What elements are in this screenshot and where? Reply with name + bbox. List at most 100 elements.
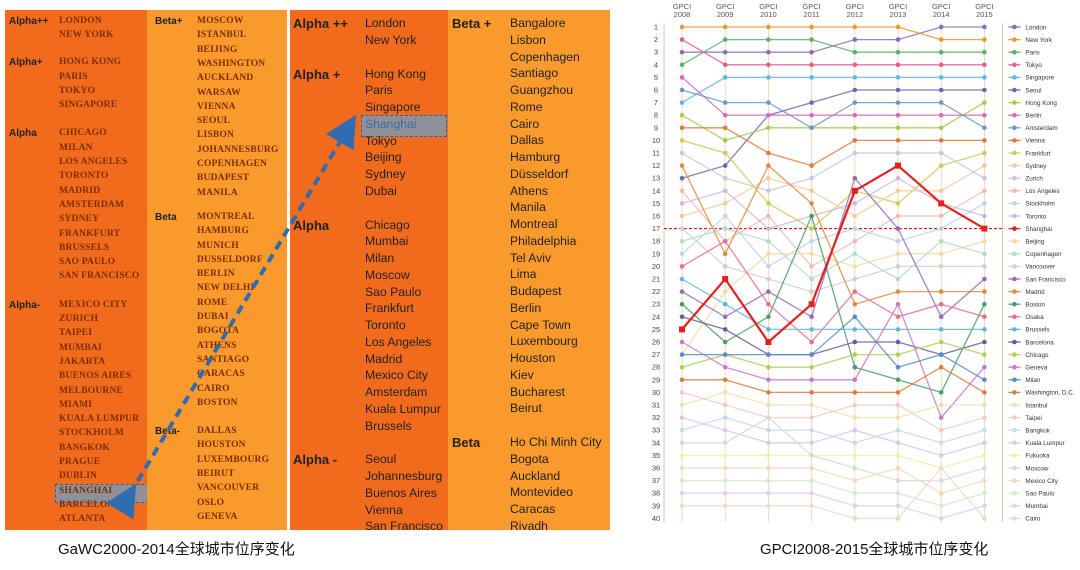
legend-swatch — [1012, 339, 1017, 345]
y-tick-label: 21 — [652, 275, 660, 284]
category-label-line: 2014 — [933, 10, 950, 19]
city-name: NEW YORK — [59, 30, 114, 41]
data-point — [679, 326, 685, 333]
data-point — [766, 327, 771, 332]
data-point — [852, 352, 858, 357]
data-point — [679, 377, 685, 383]
data-point — [895, 314, 901, 320]
data-point — [895, 188, 901, 194]
data-point — [982, 516, 987, 521]
data-point — [679, 24, 685, 30]
data-point — [852, 276, 858, 282]
data-point — [766, 24, 771, 30]
y-tick-label: 4 — [654, 60, 658, 69]
city-name: MANILA — [197, 187, 238, 198]
city-name: BEIRUT — [197, 469, 235, 479]
data-point — [852, 503, 858, 509]
series-line — [682, 416, 985, 482]
data-point — [982, 276, 987, 282]
data-point — [766, 251, 771, 257]
legend-label: Sao Paulo — [1025, 491, 1055, 498]
city-name: Amsterdam — [365, 385, 428, 399]
legend-label: Madrid — [1025, 289, 1045, 296]
data-point — [982, 150, 987, 156]
legend-swatch — [1012, 264, 1017, 269]
city-name: ATHENS — [197, 340, 237, 351]
data-point — [766, 314, 771, 320]
data-point — [722, 238, 728, 244]
data-point — [895, 75, 901, 80]
shanghai-highlight — [361, 114, 447, 137]
city-name: PRAGUE — [59, 457, 101, 467]
legend-label: Zurich — [1025, 176, 1043, 183]
city-name: Riyadh — [510, 518, 548, 530]
city-name: BERLIN — [197, 269, 235, 280]
data-point — [722, 112, 728, 118]
data-point — [722, 465, 728, 471]
category-label-line: GPCI — [673, 2, 691, 11]
data-point — [722, 289, 728, 294]
data-point — [895, 327, 901, 332]
data-point — [938, 453, 944, 458]
data-point — [722, 427, 728, 433]
data-point — [766, 213, 771, 219]
city-name: VANCOUVER — [197, 483, 260, 494]
city-name: COPENHAGEN — [197, 159, 268, 169]
data-point — [722, 390, 728, 395]
legend-swatch — [1012, 62, 1017, 68]
data-point — [852, 327, 858, 332]
data-point — [766, 440, 771, 446]
legend-label: Chicago — [1025, 352, 1049, 359]
y-tick-label: 34 — [652, 438, 660, 447]
data-point — [809, 390, 814, 395]
data-point — [809, 490, 814, 496]
data-point — [809, 289, 814, 294]
data-point — [722, 37, 728, 42]
data-point — [982, 440, 987, 446]
data-point — [679, 226, 685, 231]
data-point — [679, 264, 685, 269]
legend-swatch — [1012, 402, 1017, 408]
city-name: Lisbon — [510, 32, 546, 47]
legend-label: Copenhagen — [1025, 251, 1062, 258]
city-name: Mumbai — [365, 234, 409, 249]
city-name: SYDNEY — [59, 214, 100, 225]
data-point — [982, 49, 987, 55]
data-point — [766, 503, 771, 509]
data-point — [722, 490, 728, 496]
city-name: SHANGHAI — [59, 485, 113, 496]
data-point — [679, 314, 685, 320]
category-label-line: 2010 — [760, 10, 777, 19]
legend-label: Moscow — [1025, 465, 1049, 472]
data-point — [766, 415, 771, 420]
city-name: BOGOTA — [197, 326, 240, 337]
series-line — [681, 164, 985, 305]
data-point — [679, 390, 685, 395]
data-point — [895, 503, 901, 509]
city-name: Beirut — [510, 401, 542, 416]
data-point — [938, 62, 944, 68]
data-point — [982, 62, 987, 68]
data-point — [982, 100, 987, 105]
legend-swatch — [1012, 100, 1017, 105]
legend-label: Brussels — [1025, 327, 1049, 334]
city-name: Philadelphia — [510, 233, 577, 248]
data-point — [852, 264, 858, 269]
city-name: BEIJING — [197, 44, 238, 55]
city-name: DALLAS — [197, 426, 237, 437]
data-point — [982, 364, 987, 370]
legend-label: Berlin — [1025, 113, 1042, 120]
data-point — [895, 490, 901, 496]
category-label: GPCI 2014 — [932, 2, 950, 19]
data-point — [809, 339, 814, 345]
data-point — [895, 453, 901, 458]
data-point — [722, 503, 728, 509]
data-point — [679, 37, 685, 42]
data-point — [766, 390, 771, 395]
legend-swatch — [1012, 516, 1017, 521]
data-point — [766, 125, 771, 131]
city-name: Montevideo — [510, 485, 574, 500]
data-point — [982, 415, 987, 420]
data-point — [981, 225, 988, 232]
data-point — [852, 339, 858, 345]
